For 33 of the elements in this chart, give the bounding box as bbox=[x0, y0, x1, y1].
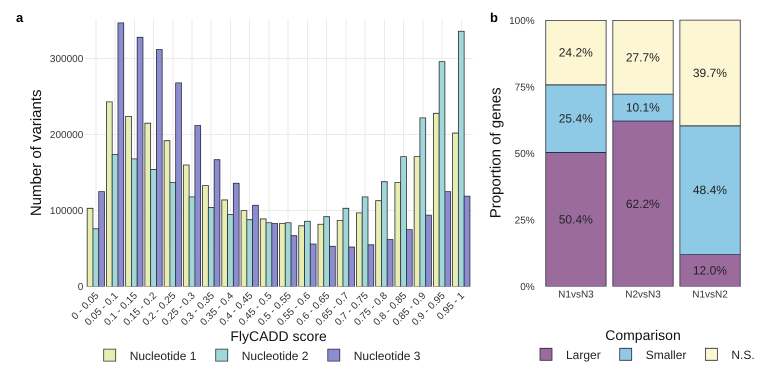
y-axis-title: Proportion of genes bbox=[487, 87, 504, 218]
y-tick-label: 100000 bbox=[50, 206, 84, 218]
legend-label: Nucleotide 2 bbox=[242, 348, 309, 363]
legend-label: Larger bbox=[566, 348, 601, 362]
data-label: 10.1% bbox=[626, 100, 660, 115]
y-tick-label: 25% bbox=[514, 216, 535, 227]
data-label: 25.4% bbox=[558, 112, 594, 126]
y-tick-label: 75% bbox=[514, 82, 535, 94]
y-tick-label: 50% bbox=[514, 149, 535, 160]
legend-label: Smaller bbox=[646, 348, 686, 362]
data-label: 50.4% bbox=[558, 212, 594, 227]
data-label: 39.7% bbox=[692, 66, 728, 80]
x-tick-label: N1vsN2 bbox=[692, 290, 728, 301]
chart-title: b bbox=[490, 10, 498, 25]
legend-title: Comparison bbox=[605, 326, 681, 343]
y-tick-label: 0 bbox=[78, 282, 84, 294]
data-label: 48.4% bbox=[692, 183, 728, 198]
y-tick-label: 0% bbox=[520, 282, 535, 294]
legend-label: Nucleotide 1 bbox=[130, 348, 197, 363]
legend-label: N.S. bbox=[731, 348, 755, 362]
legend-label: Nucleotide 3 bbox=[354, 348, 421, 363]
x-tick-label: N2vsN3 bbox=[625, 290, 662, 301]
x-axis-title: FlyCADD score bbox=[230, 328, 327, 344]
data-label: 27.7% bbox=[626, 50, 660, 64]
data-label: 24.2% bbox=[558, 46, 594, 60]
y-axis-title: Number of variants bbox=[28, 89, 46, 216]
chart-title: a bbox=[16, 10, 24, 25]
y-tick-label: 100% bbox=[509, 16, 535, 27]
x-tick-label: N1vsN3 bbox=[558, 290, 594, 301]
y-tick-label: 300000 bbox=[50, 54, 84, 66]
y-tick-label: 200000 bbox=[50, 130, 84, 142]
data-label: 12.0% bbox=[692, 264, 728, 278]
data-label: 62.2% bbox=[626, 196, 660, 211]
